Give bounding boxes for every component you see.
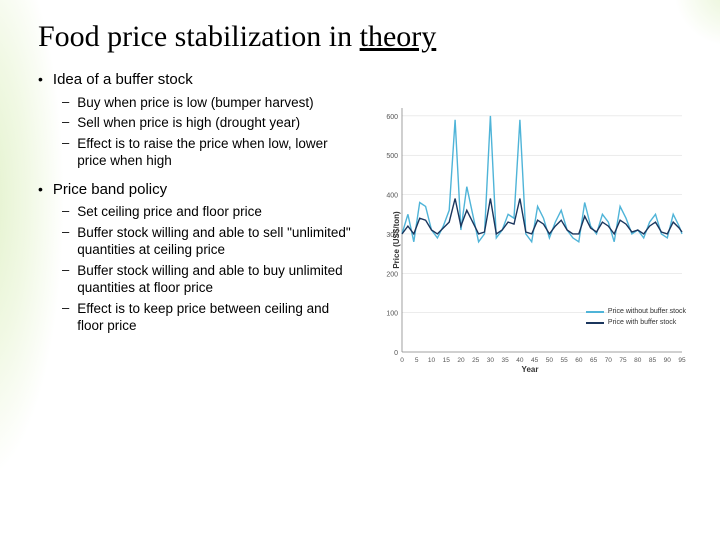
sub-bullet-text: Sell when price is high (drought year) <box>77 114 300 132</box>
svg-text:45: 45 <box>531 357 539 364</box>
svg-text:70: 70 <box>605 357 613 364</box>
svg-text:95: 95 <box>678 357 686 364</box>
slide-title: Food price stabilization in theory <box>38 20 690 54</box>
sub-bullet-text: Effect is to raise the price when low, l… <box>77 135 358 170</box>
bullet-item: Idea of a buffer stock Buy when price is … <box>38 70 358 170</box>
svg-text:90: 90 <box>664 357 672 364</box>
svg-text:100: 100 <box>386 311 398 318</box>
svg-text:50: 50 <box>546 357 554 364</box>
sub-bullet-item: Set ceiling price and floor price <box>62 203 358 221</box>
legend-swatch <box>586 311 604 313</box>
text-column: Idea of a buffer stock Buy when price is … <box>38 70 362 530</box>
legend-item: Price without buffer stock <box>586 308 686 315</box>
svg-text:600: 600 <box>386 114 398 121</box>
title-underline: theory <box>360 20 437 53</box>
svg-text:75: 75 <box>619 357 627 364</box>
sub-bullet-item: Buffer stock willing and able to buy unl… <box>62 262 358 297</box>
svg-text:10: 10 <box>428 357 436 364</box>
sub-bullet-item: Effect is to keep price between ceiling … <box>62 300 358 335</box>
bullet-text: Idea of a buffer stock <box>53 70 193 90</box>
sub-bullet-item: Buy when price is low (bumper harvest) <box>62 94 358 112</box>
svg-text:0: 0 <box>400 357 404 364</box>
legend-label: Price with buffer stock <box>608 319 676 326</box>
sub-bullet-text: Buffer stock willing and able to sell "u… <box>77 224 358 259</box>
slide: Food price stabilization in theory Idea … <box>0 0 720 540</box>
y-axis-label: Price (US$/ton) <box>392 211 401 268</box>
svg-text:500: 500 <box>386 153 398 160</box>
sub-bullet-item: Effect is to raise the price when low, l… <box>62 135 358 170</box>
svg-text:0: 0 <box>394 350 398 357</box>
sub-bullet-text: Buffer stock willing and able to buy unl… <box>77 262 358 297</box>
svg-text:85: 85 <box>649 357 657 364</box>
bullet-item: Price band policy Set ceiling price and f… <box>38 180 358 335</box>
svg-text:25: 25 <box>472 357 480 364</box>
bullet-text: Price band policy <box>53 180 167 200</box>
sub-bullet-list: Set ceiling price and floor price Buffer … <box>62 203 358 335</box>
svg-text:60: 60 <box>575 357 583 364</box>
svg-text:55: 55 <box>560 357 568 364</box>
bullet-list: Idea of a buffer stock Buy when price is … <box>38 70 358 335</box>
svg-text:40: 40 <box>516 357 524 364</box>
title-text: Food price stabilization in <box>38 20 360 53</box>
content-area: Idea of a buffer stock Buy when price is … <box>38 70 690 530</box>
svg-text:15: 15 <box>443 357 451 364</box>
legend-item: Price with buffer stock <box>586 319 686 326</box>
svg-text:20: 20 <box>457 357 465 364</box>
chart-svg: 0100200300400500600051015202530354045505… <box>370 100 690 380</box>
svg-text:30: 30 <box>487 357 495 364</box>
sub-bullet-list: Buy when price is low (bumper harvest) Se… <box>62 94 358 170</box>
legend-label: Price without buffer stock <box>608 308 686 315</box>
svg-text:200: 200 <box>386 271 398 278</box>
sub-bullet-text: Effect is to keep price between ceiling … <box>77 300 358 335</box>
legend-swatch <box>586 322 604 324</box>
sub-bullet-text: Set ceiling price and floor price <box>77 203 262 221</box>
svg-text:80: 80 <box>634 357 642 364</box>
svg-text:35: 35 <box>502 357 510 364</box>
sub-bullet-item: Sell when price is high (drought year) <box>62 114 358 132</box>
svg-text:400: 400 <box>386 193 398 200</box>
chart-column: 0100200300400500600051015202530354045505… <box>370 70 690 530</box>
price-chart: 0100200300400500600051015202530354045505… <box>370 100 690 380</box>
chart-legend: Price without buffer stock Price with buf… <box>586 308 686 330</box>
svg-text:65: 65 <box>590 357 598 364</box>
x-axis-label: Year <box>522 365 539 374</box>
sub-bullet-text: Buy when price is low (bumper harvest) <box>77 94 313 112</box>
sub-bullet-item: Buffer stock willing and able to sell "u… <box>62 224 358 259</box>
svg-text:5: 5 <box>415 357 419 364</box>
